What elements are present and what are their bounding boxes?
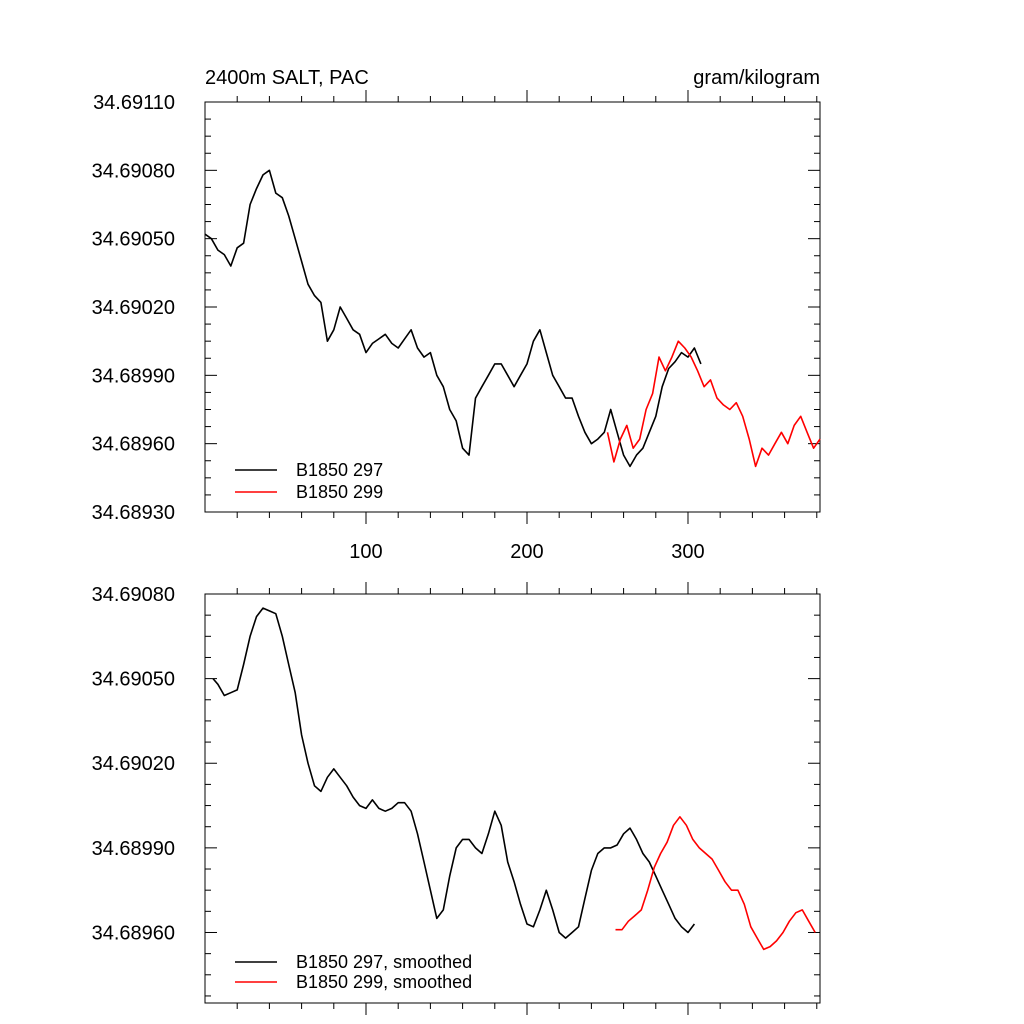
y-tick-label: 34.69050 <box>92 229 175 251</box>
legend-label: B1850 299 <box>296 482 383 502</box>
plot-frame <box>204 101 821 513</box>
chart-title: 2400m SALT, PAC <box>205 67 369 89</box>
y-tick-label: 34.69050 <box>92 669 175 691</box>
x-tick-label: 100 <box>349 541 382 563</box>
series-line-b1850-299 <box>606 340 821 468</box>
y-tick-label: 34.69020 <box>92 297 175 319</box>
series-line-b1850-299 <box>615 815 816 951</box>
y-tick-label: 34.69110 <box>93 92 175 114</box>
top-panel: 34.68930 34.68960 34.68990 34.69020 34.69050… <box>92 67 821 563</box>
series-line-b1850-297 <box>204 169 702 468</box>
y-tick-label: 34.68960 <box>92 434 175 456</box>
legend-label: B1850 297 <box>296 460 383 480</box>
y-tick-label: 34.69020 <box>92 753 175 775</box>
x-tick-label: 200 <box>510 541 543 563</box>
y-tick-label: 34.69080 <box>92 584 175 606</box>
y-tick-label: 34.68990 <box>92 365 175 387</box>
legend-label: B1850 299, smoothed <box>296 972 472 992</box>
units-label: gram/kilogram <box>693 67 820 89</box>
y-tick-label: 34.69080 <box>92 160 175 182</box>
bottom-panel: 34.68960 34.68990 34.69020 34.69050 34.69080… <box>92 582 821 1015</box>
y-tick-label: 34.68960 <box>92 922 175 944</box>
legend-label: B1850 297, smoothed <box>296 952 472 972</box>
x-tick-label: 300 <box>671 541 704 563</box>
plot-frame <box>204 593 821 1004</box>
series-line-b1850-297 <box>212 607 696 939</box>
y-tick-label: 34.68930 <box>92 502 175 524</box>
y-tick-label: 34.68990 <box>92 838 175 860</box>
